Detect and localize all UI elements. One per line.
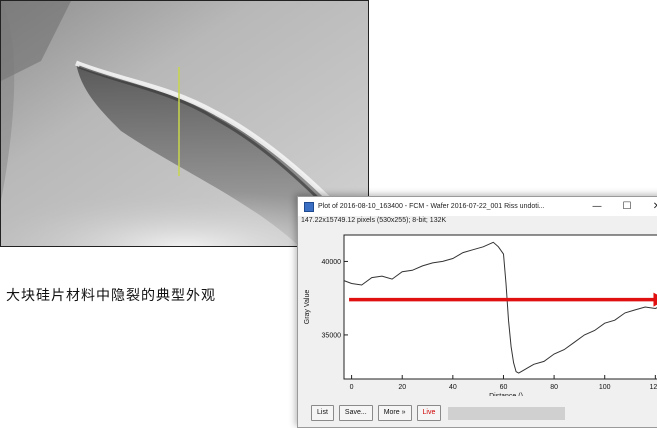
- plot-window: Plot of 2016-08-10_163400 - FCM - Wafer …: [297, 196, 657, 428]
- minimize-button[interactable]: —: [584, 197, 610, 216]
- x-tick-label: 0: [350, 384, 354, 391]
- live-button[interactable]: Live: [417, 405, 442, 421]
- maximize-button[interactable]: ☐: [614, 197, 640, 216]
- status-field: [448, 407, 565, 420]
- y-tick-label: 40000: [322, 259, 342, 266]
- x-axis-label: Distance (): [489, 393, 523, 396]
- close-button[interactable]: ✕: [644, 197, 657, 216]
- window-title: Plot of 2016-08-10_163400 - FCM - Wafer …: [318, 203, 545, 210]
- x-tick-label: 100: [599, 384, 611, 391]
- plot-button-bar: List Save... More » Live: [311, 405, 565, 421]
- y-axis-label: Gray Value: [304, 290, 311, 325]
- imagej-app-icon: [304, 202, 314, 212]
- more-button[interactable]: More »: [378, 405, 412, 421]
- y-tick-label: 35000: [322, 332, 342, 339]
- save-button[interactable]: Save...: [339, 405, 373, 421]
- x-tick-label: 20: [398, 384, 406, 391]
- x-tick-label: 120: [650, 384, 657, 391]
- image-info-line: 147.22x15749.12 pixels (530x255); 8-bit;…: [301, 217, 446, 224]
- plot-window-titlebar[interactable]: Plot of 2016-08-10_163400 - FCM - Wafer …: [298, 197, 657, 216]
- x-tick-label: 60: [500, 384, 508, 391]
- red-arrow-head: [653, 293, 657, 307]
- figure-caption: 大块硅片材料中隐裂的典型外观: [6, 284, 256, 308]
- x-tick-label: 40: [449, 384, 457, 391]
- profile-plot: 0 20 40 60 80 100 120 35000 40000 Distance () Gray…: [298, 226, 657, 396]
- list-button[interactable]: List: [311, 405, 334, 421]
- x-tick-label: 80: [550, 384, 558, 391]
- plot-frame: [344, 235, 657, 379]
